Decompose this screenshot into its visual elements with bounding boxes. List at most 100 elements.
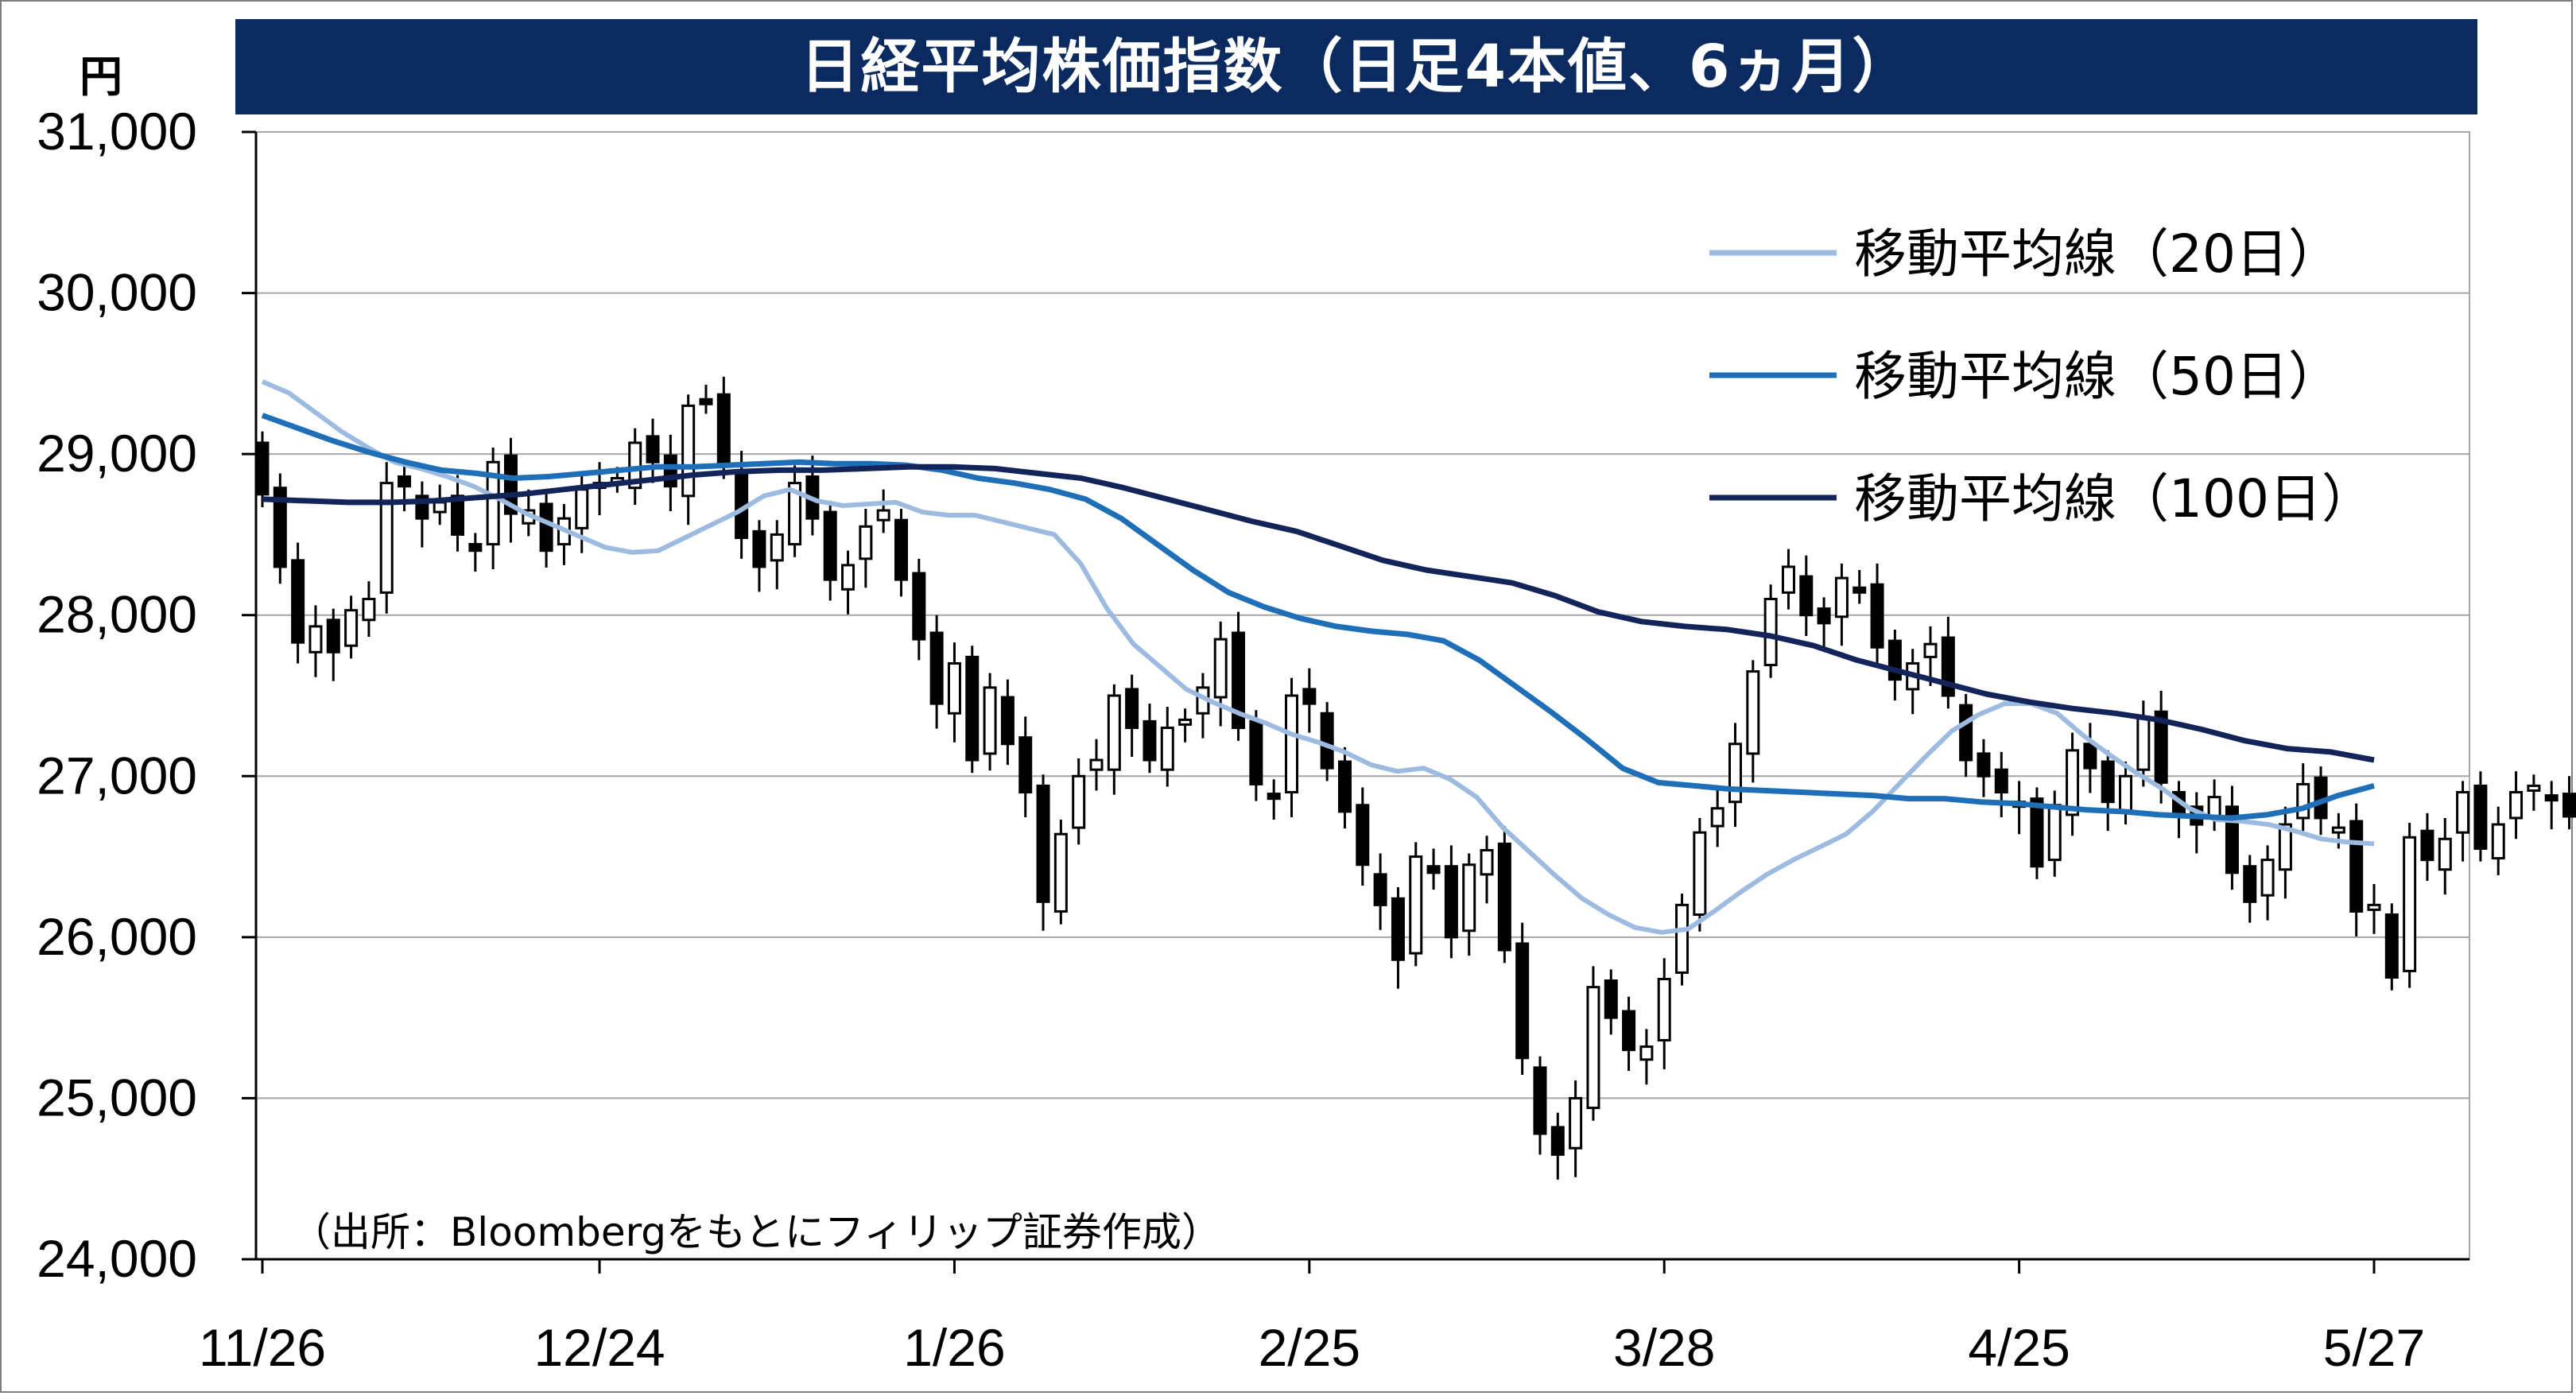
candle-up xyxy=(1586,986,1600,1110)
candle-down xyxy=(2473,784,2488,850)
y-tick-labels: 31,000 30,000 29,000 28,000 27,000 26,000 25,0… xyxy=(37,102,197,1288)
candle-up xyxy=(628,441,642,490)
candle-down xyxy=(1426,865,1441,874)
candle-down xyxy=(1000,696,1014,746)
candle-down xyxy=(291,559,305,644)
candle-up xyxy=(1675,903,1690,974)
candle-up xyxy=(1728,743,1743,804)
x-tick-label: 2/25 xyxy=(1259,1318,1360,1377)
candle-down xyxy=(1852,586,1867,594)
candle-up xyxy=(859,525,873,560)
x-tick-labels: 11/26 12/24 1/26 2/25 3/28 4/25 5/27 xyxy=(199,1318,2425,1377)
candle-down xyxy=(539,502,553,553)
candle-up xyxy=(362,597,376,622)
y-tick-label: 30,000 xyxy=(37,263,197,322)
candle-up xyxy=(2367,903,2381,911)
candle-down xyxy=(2225,805,2239,874)
candle-up xyxy=(1710,807,1724,828)
candle-up xyxy=(2527,784,2541,792)
candle-up xyxy=(2260,859,2275,897)
y-tick-label: 24,000 xyxy=(37,1229,197,1288)
candle-down xyxy=(326,619,340,653)
y-tick-label: 25,000 xyxy=(37,1068,197,1126)
candle-up xyxy=(344,609,359,647)
candle-up xyxy=(1693,831,1707,916)
candle-up xyxy=(770,533,784,562)
candle-down xyxy=(255,441,270,496)
candle-up xyxy=(788,482,802,546)
candle-up xyxy=(2438,837,2452,871)
y-tick-label: 27,000 xyxy=(37,746,197,805)
candle-down xyxy=(2083,743,2097,770)
candle-up xyxy=(2066,749,2080,816)
candle-up xyxy=(1053,832,1068,913)
candle-up xyxy=(1089,758,1104,771)
y-tick-label: 26,000 xyxy=(37,907,197,966)
ma50-line xyxy=(261,413,2375,821)
candle-up xyxy=(486,460,500,546)
candle-down xyxy=(503,454,518,515)
candle-down xyxy=(752,529,766,568)
legend-label-ma20: 移動平均線（20日） xyxy=(1854,223,2341,285)
candle-up xyxy=(2119,774,2133,813)
candle-down xyxy=(273,487,287,568)
candle-down xyxy=(451,494,465,536)
candle-down xyxy=(2420,829,2434,862)
candle-down xyxy=(1817,607,1831,625)
candle-down xyxy=(1302,688,1317,705)
legend-label-ma100: 移動平均線（100日） xyxy=(1854,468,2374,529)
axes xyxy=(242,130,2469,1274)
x-tick-label: 11/26 xyxy=(199,1318,326,1377)
x-tick-label: 5/27 xyxy=(2323,1318,2425,1377)
candle-up xyxy=(983,686,997,755)
candle-down xyxy=(1018,736,1033,794)
candle-down xyxy=(716,393,731,463)
candle-down xyxy=(1249,719,1263,785)
candle-down xyxy=(894,518,908,581)
candlesticks xyxy=(255,376,2576,1180)
candle-up xyxy=(1480,848,1494,876)
title-bar xyxy=(235,19,2477,114)
candle-up xyxy=(1569,1096,1583,1150)
candle-down xyxy=(2544,794,2559,802)
y-tick-label: 29,000 xyxy=(37,424,197,483)
candle-up xyxy=(2491,823,2505,860)
candle-down xyxy=(1604,979,1618,1019)
candle-down xyxy=(398,475,412,488)
candle-up xyxy=(1072,774,1086,829)
candle-down xyxy=(1622,1010,1636,1052)
legend-label-ma50: 移動平均線（50日） xyxy=(1854,346,2341,407)
candle-up xyxy=(2331,826,2345,834)
candle-down xyxy=(1959,704,1973,762)
y-unit-label: 円 xyxy=(80,52,122,102)
candle-down xyxy=(1320,712,1334,770)
candle-down xyxy=(2349,820,2364,913)
candle-down xyxy=(2030,797,2044,868)
candle-down xyxy=(1994,768,2008,794)
candle-down xyxy=(1799,575,1814,617)
candle-up xyxy=(2509,791,2524,820)
candle-up xyxy=(1160,727,1174,771)
candle-up xyxy=(2296,782,2310,820)
candle-up xyxy=(2047,804,2062,862)
candle-down xyxy=(468,543,483,553)
candle-down xyxy=(1497,842,1511,952)
candle-down xyxy=(1533,1066,1547,1135)
candle-up xyxy=(433,501,447,514)
candle-up xyxy=(1657,978,1671,1042)
candle-down xyxy=(1267,793,1281,801)
x-tick-label: 4/25 xyxy=(1968,1318,2070,1377)
candle-up xyxy=(2278,823,2292,871)
candle-up xyxy=(2136,716,2151,771)
candle-down xyxy=(1515,942,1530,1060)
candle-up xyxy=(308,625,323,653)
candle-up xyxy=(1923,642,1938,658)
candle-down xyxy=(1337,760,1352,813)
candle-down xyxy=(929,631,944,705)
candle-down xyxy=(2243,865,2257,903)
candle-up xyxy=(1409,855,1423,955)
chart-title: 日経平均株価指数（日足4本値、6ヵ月） xyxy=(800,33,1913,101)
candle-up xyxy=(575,488,589,529)
moving-average-lines xyxy=(261,379,2375,935)
candle-up xyxy=(1781,565,1795,594)
